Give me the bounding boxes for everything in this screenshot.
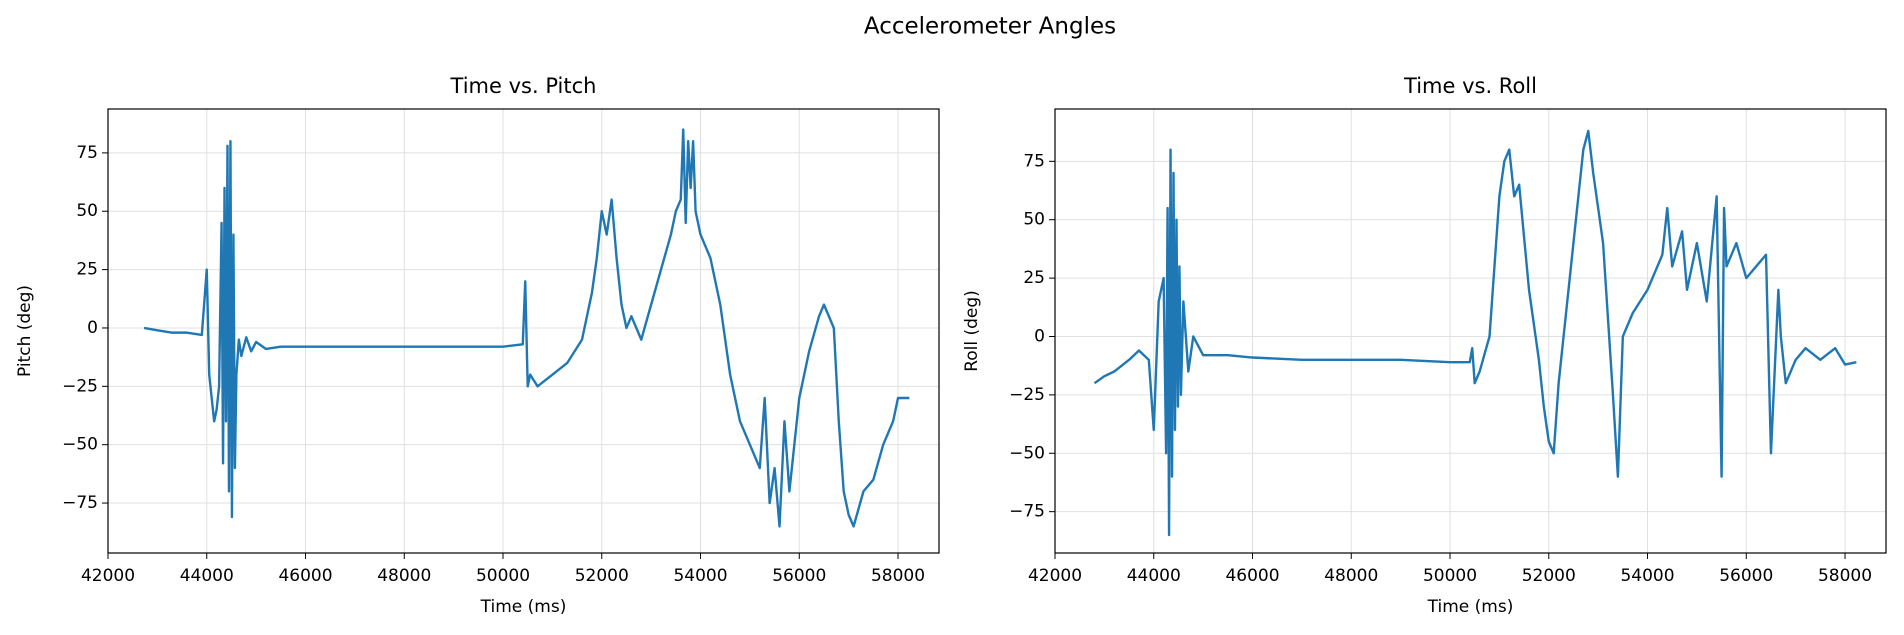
x-tick-label: 56000 <box>1719 566 1773 586</box>
axes-frame <box>107 108 940 554</box>
y-tick-label: −75 <box>1009 502 1045 522</box>
y-axis-label: Pitch (deg) <box>15 285 35 377</box>
axes-frame <box>1054 108 1887 554</box>
x-axis-label: Time (ms) <box>480 597 567 617</box>
y-tick-label: −25 <box>1009 385 1045 405</box>
y-tick-label: 75 <box>1023 151 1045 171</box>
x-tick-label: 52000 <box>575 566 629 586</box>
x-tick-label: 44000 <box>180 566 234 586</box>
x-tick-label: 58000 <box>1818 566 1872 586</box>
y-tick-label: −50 <box>1009 443 1045 463</box>
subplot-title: Time vs. Pitch <box>450 74 597 98</box>
y-tick-label: 75 <box>76 143 98 163</box>
data-line <box>143 128 910 528</box>
y-tick-label: 25 <box>1023 268 1045 288</box>
subplot-title: Time vs. Roll <box>1403 74 1537 98</box>
x-tick-label: 52000 <box>1522 566 1576 586</box>
x-tick-label: 42000 <box>81 566 135 586</box>
y-tick-label: 0 <box>87 318 98 338</box>
x-tick-label: 54000 <box>1620 566 1674 586</box>
x-tick-label: 50000 <box>476 566 530 586</box>
x-tick-label: 48000 <box>1324 566 1378 586</box>
figure-title: Accelerometer Angles <box>864 14 1116 40</box>
y-tick-label: 25 <box>76 260 98 280</box>
x-axis-label: Time (ms) <box>1427 597 1514 617</box>
x-tick-label: 54000 <box>673 566 727 586</box>
y-tick-label: 0 <box>1034 326 1045 346</box>
x-tick-label: 50000 <box>1423 566 1477 586</box>
y-axis-label: Roll (deg) <box>962 290 982 372</box>
y-tick-label: 50 <box>76 201 98 221</box>
y-tick-label: 50 <box>1023 210 1045 230</box>
data-line <box>1093 129 1857 537</box>
x-tick-label: 56000 <box>772 566 826 586</box>
x-tick-label: 46000 <box>1225 566 1279 586</box>
x-tick-label: 48000 <box>377 566 431 586</box>
y-tick-label: −50 <box>62 435 98 455</box>
x-tick-label: 42000 <box>1028 566 1082 586</box>
y-tick-label: −25 <box>62 376 98 396</box>
x-tick-label: 46000 <box>278 566 332 586</box>
x-tick-label: 44000 <box>1127 566 1181 586</box>
y-tick-label: −75 <box>62 493 98 513</box>
x-tick-label: 58000 <box>871 566 925 586</box>
